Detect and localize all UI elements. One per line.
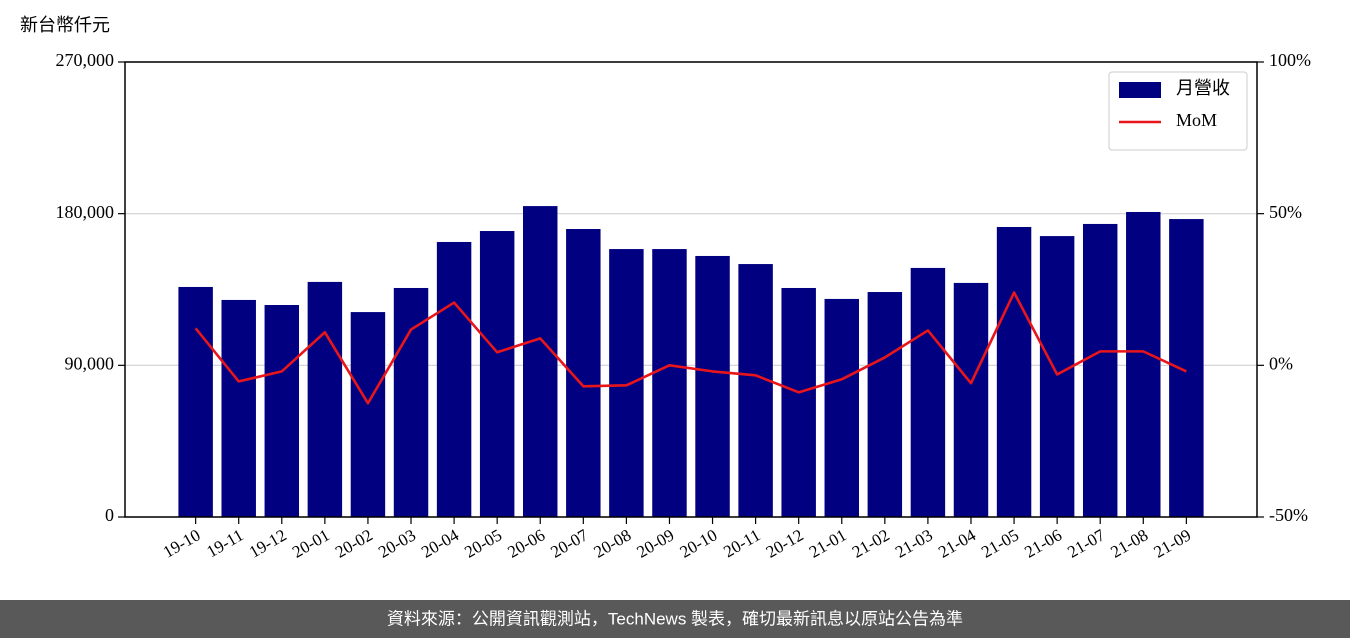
x-tick-label: 20-12 (763, 525, 807, 561)
bar (523, 206, 558, 518)
x-tick-label: 21-02 (849, 525, 893, 561)
bar (1039, 236, 1075, 517)
y-tick-label: 270,000 (56, 50, 115, 70)
legend-label: MoM (1176, 110, 1217, 130)
y-tick-label: 0 (105, 505, 114, 525)
bar (1126, 211, 1161, 517)
bar (953, 282, 989, 517)
y2-tick-label: 0% (1269, 353, 1293, 373)
x-tick-label: 21-03 (892, 525, 936, 561)
bar (178, 286, 213, 517)
footer-text: 資料來源：公開資訊觀測站，TechNews 製表，確切最新訊息以原站公告為準 (387, 609, 963, 628)
y-tick-label: 180,000 (56, 202, 115, 222)
bar (264, 305, 300, 517)
bar (996, 226, 1032, 518)
x-tick-label: 21-06 (1021, 525, 1065, 561)
x-tick-label: 20-02 (332, 525, 376, 561)
bar (781, 287, 816, 517)
bar (1082, 223, 1118, 517)
bar (350, 312, 386, 517)
x-tick-label: 21-08 (1107, 525, 1151, 561)
bar (824, 298, 859, 517)
y2-tick-label: 50% (1269, 202, 1302, 222)
bar (1169, 219, 1204, 517)
bar (695, 255, 730, 517)
x-tick-label: 19-11 (203, 525, 246, 561)
x-tick-label: 20-08 (590, 525, 634, 561)
bar (609, 249, 644, 518)
x-tick-label: 20-06 (504, 525, 548, 561)
x-tick-label: 21-09 (1150, 525, 1194, 561)
plot-frame (124, 61, 1258, 518)
x-tick-label: 20-11 (720, 525, 763, 561)
x-tick-label: 20-10 (677, 525, 721, 561)
legend-swatch (1119, 82, 1161, 98)
footer-bar (0, 600, 1350, 638)
y-axis-label: 新台幣仟元 (20, 15, 110, 35)
x-tick-label: 21-05 (978, 525, 1022, 561)
bar (393, 287, 429, 517)
mom-line (194, 291, 1187, 405)
bar (867, 292, 903, 517)
y2-tick-label: 100% (1269, 50, 1311, 70)
bar (652, 249, 687, 518)
bar (910, 267, 946, 517)
x-tick-label: 20-03 (375, 525, 419, 561)
bar (738, 264, 773, 517)
x-tick-label: 20-01 (289, 525, 333, 561)
x-tick-label: 21-07 (1064, 525, 1108, 562)
x-tick-label: 20-04 (418, 525, 462, 562)
x-tick-label: 20-07 (547, 525, 591, 562)
bar (436, 241, 472, 517)
legend-label: 月營收 (1176, 78, 1230, 98)
bar (479, 231, 515, 517)
x-tick-label: 21-01 (806, 525, 850, 561)
bar (307, 281, 343, 517)
x-tick-label: 20-09 (634, 525, 678, 561)
y2-tick-label: -50% (1269, 505, 1308, 525)
x-tick-label: 20-05 (461, 525, 505, 561)
bar (221, 299, 256, 517)
x-tick-label: 21-04 (935, 525, 979, 562)
y-tick-label: 90,000 (65, 353, 115, 373)
x-tick-label: 19-10 (160, 525, 204, 561)
x-tick-label: 19-12 (246, 525, 290, 561)
